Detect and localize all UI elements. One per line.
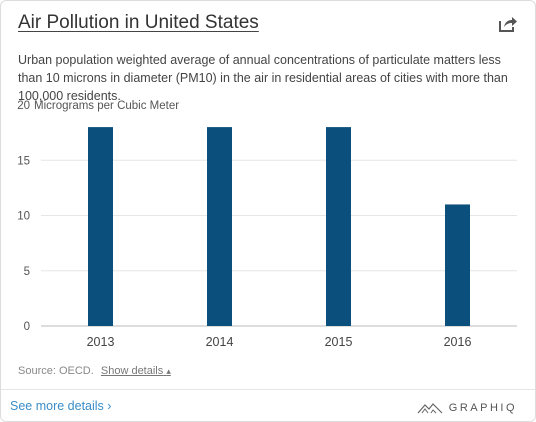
see-more-details-link[interactable]: See more details › — [10, 399, 112, 413]
footer: See more details › GRAPHIQ — [1, 389, 535, 421]
y-tick-label: 5 — [24, 266, 30, 278]
x-tick-label: 2013 — [87, 335, 115, 349]
x-tick-label: 2014 — [206, 335, 234, 349]
y-tick-label: 0 — [24, 321, 30, 333]
y-tick-label: 15 — [17, 155, 30, 167]
bar — [326, 127, 351, 326]
x-tick-label: 2016 — [444, 335, 472, 349]
brand-link[interactable]: GRAPHIQ — [417, 400, 517, 416]
show-details-link[interactable]: Show details ▴ — [100, 365, 171, 377]
chart-subtitle: Urban population weighted average of ann… — [18, 53, 508, 103]
y-tick-label: 10 — [17, 211, 30, 223]
share-icon[interactable] — [498, 15, 518, 33]
page-title[interactable]: Air Pollution in United States — [18, 12, 259, 33]
bar — [207, 127, 232, 326]
source-label: Source: OECD. — [18, 365, 94, 377]
bar-chart: 0 5 10 15 20 Micrograms per Cubic Meter 2013 20… — [17, 100, 517, 349]
y-axis-label: Micrograms per Cubic Meter — [34, 100, 179, 112]
x-tick-label: 2015 — [325, 335, 353, 349]
brand-name: GRAPHIQ — [448, 402, 517, 414]
bar — [445, 204, 470, 326]
y-tick-label: 20 — [17, 100, 30, 112]
bar — [88, 127, 113, 326]
source-line: Source: OECD. Show details ▴ — [18, 365, 171, 377]
mountain-logo-icon — [417, 403, 443, 414]
